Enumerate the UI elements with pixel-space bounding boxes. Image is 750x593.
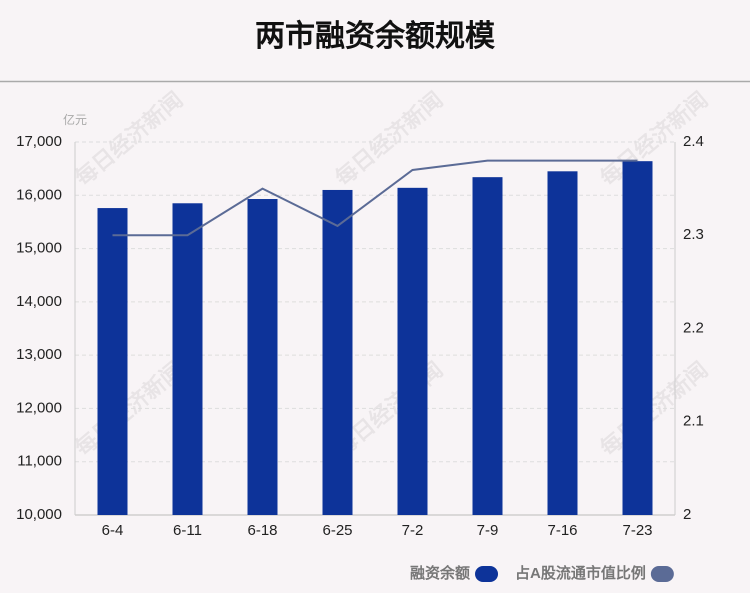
bar xyxy=(547,171,578,516)
y-tick-label: 10,000 xyxy=(16,506,62,523)
y2-tick-label: 2 xyxy=(683,506,691,523)
x-tick-label: 6-4 xyxy=(102,522,124,539)
y-tick-label: 17,000 xyxy=(16,133,62,150)
y2-tick-label: 2.4 xyxy=(683,133,704,150)
x-tick-label: 7-23 xyxy=(622,522,652,539)
y-tick-label: 15,000 xyxy=(16,240,62,257)
legend-swatch xyxy=(475,566,499,582)
chart-title: 两市融资余额规模 xyxy=(255,19,495,53)
y2-tick-label: 2.3 xyxy=(683,226,704,243)
bar xyxy=(622,161,653,515)
bar xyxy=(472,177,503,515)
bar xyxy=(97,208,128,515)
unit-label: 亿元 xyxy=(63,112,87,127)
x-tick-label: 6-11 xyxy=(173,522,202,539)
x-tick-label: 7-9 xyxy=(477,522,499,539)
y-tick-label: 11,000 xyxy=(17,453,62,470)
legend-label: 占A股流通市值比例 xyxy=(515,564,646,582)
y2-tick-label: 2.1 xyxy=(683,413,704,430)
bar xyxy=(397,187,428,515)
y-tick-label: 12,000 xyxy=(16,399,62,416)
x-tick-label: 7-16 xyxy=(547,522,577,539)
bar xyxy=(172,203,203,515)
y-tick-label: 14,000 xyxy=(16,293,62,310)
y-tick-label: 16,000 xyxy=(16,186,62,203)
legend-label: 融资余额 xyxy=(410,564,470,582)
y2-tick-label: 2.2 xyxy=(683,319,704,336)
line-series xyxy=(112,159,638,237)
x-tick-label: 7-2 xyxy=(402,522,424,539)
bar xyxy=(247,199,278,515)
bar xyxy=(322,189,353,515)
legend-swatch xyxy=(650,566,674,582)
y-tick-label: 13,000 xyxy=(16,346,62,363)
x-tick-label: 6-18 xyxy=(247,522,277,539)
x-tick-label: 6-25 xyxy=(322,522,352,539)
